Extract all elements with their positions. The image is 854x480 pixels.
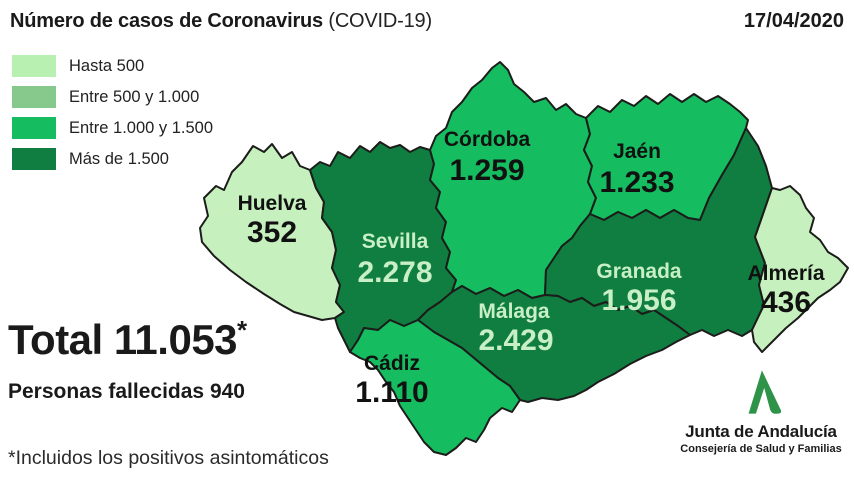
total-label: Total (8, 316, 114, 363)
legend-item-hasta-500: Hasta 500 (12, 55, 213, 77)
legend-item-500-1000: Entre 500 y 1.000 (12, 86, 213, 108)
province-almeria-cases: 436 (761, 286, 811, 319)
total-asterisk: * (237, 315, 247, 345)
page-title-main: Número de casos de Coronavirus (10, 10, 323, 32)
province-almeria-name: Almería (747, 262, 824, 285)
junta-andalucia-logo: Junta de Andalucía Consejería de Salud y… (670, 366, 852, 455)
legend-item-mas-1500: Más de 1.500 (12, 148, 213, 170)
province-cadiz-shape (349, 319, 521, 456)
legend-label: Hasta 500 (69, 56, 145, 75)
province-jaen-cases: 1.233 (599, 166, 674, 199)
legend-swatch-1000-1500 (12, 117, 56, 139)
province-almeria-shape (751, 185, 849, 353)
legend-swatch-500-1000 (12, 86, 56, 108)
junta-a-icon (748, 370, 782, 414)
province-malaga-cases: 2.429 (478, 324, 553, 357)
province-granada-cases: 1.956 (601, 284, 676, 317)
andalusia-map: Huelva 352 Sevilla 2.278 Córdoba 1.259 J… (194, 40, 854, 460)
province-sevilla-name: Sevilla (362, 230, 429, 253)
province-cadiz-name: Cádiz (364, 352, 420, 375)
page-title-suffix: (COVID-19) (323, 10, 432, 32)
total-value: 11.053 (113, 316, 238, 363)
province-granada-name: Granada (596, 260, 682, 283)
legend-swatch-hasta-500 (12, 55, 56, 77)
province-huelva-shape (199, 143, 345, 321)
page-title: Número de casos de Coronavirus (COVID-19… (10, 10, 432, 33)
legend-label: Entre 500 y 1.000 (69, 87, 200, 106)
legend-label: Más de 1.500 (69, 149, 169, 168)
total-cases: Total 11.053* (8, 316, 247, 364)
province-jaen-name: Jaén (613, 140, 661, 163)
deaths-count: Personas fallecidas 940 (8, 380, 245, 403)
logo-org-name: Junta de Andalucía (685, 422, 837, 441)
province-huelva-cases: 352 (247, 216, 297, 249)
legend-item-1000-1500: Entre 1.000 y 1.500 (12, 117, 213, 139)
footnote: *Incluidos los positivos asintomáticos (8, 447, 329, 469)
province-malaga-name: Málaga (478, 300, 550, 323)
province-cordoba-cases: 1.259 (449, 154, 524, 187)
legend-label: Entre 1.000 y 1.500 (69, 118, 214, 137)
legend: Hasta 500 Entre 500 y 1.000 Entre 1.000 … (12, 55, 213, 179)
province-huelva-name: Huelva (238, 192, 307, 215)
province-sevilla-cases: 2.278 (357, 256, 432, 289)
province-cadiz-cases: 1.110 (355, 376, 428, 409)
legend-swatch-mas-1500 (12, 148, 56, 170)
logo-dept-name: Consejería de Salud y Familias (680, 443, 842, 455)
report-date: 17/04/2020 (743, 10, 844, 32)
province-cordoba-name: Córdoba (444, 128, 531, 151)
